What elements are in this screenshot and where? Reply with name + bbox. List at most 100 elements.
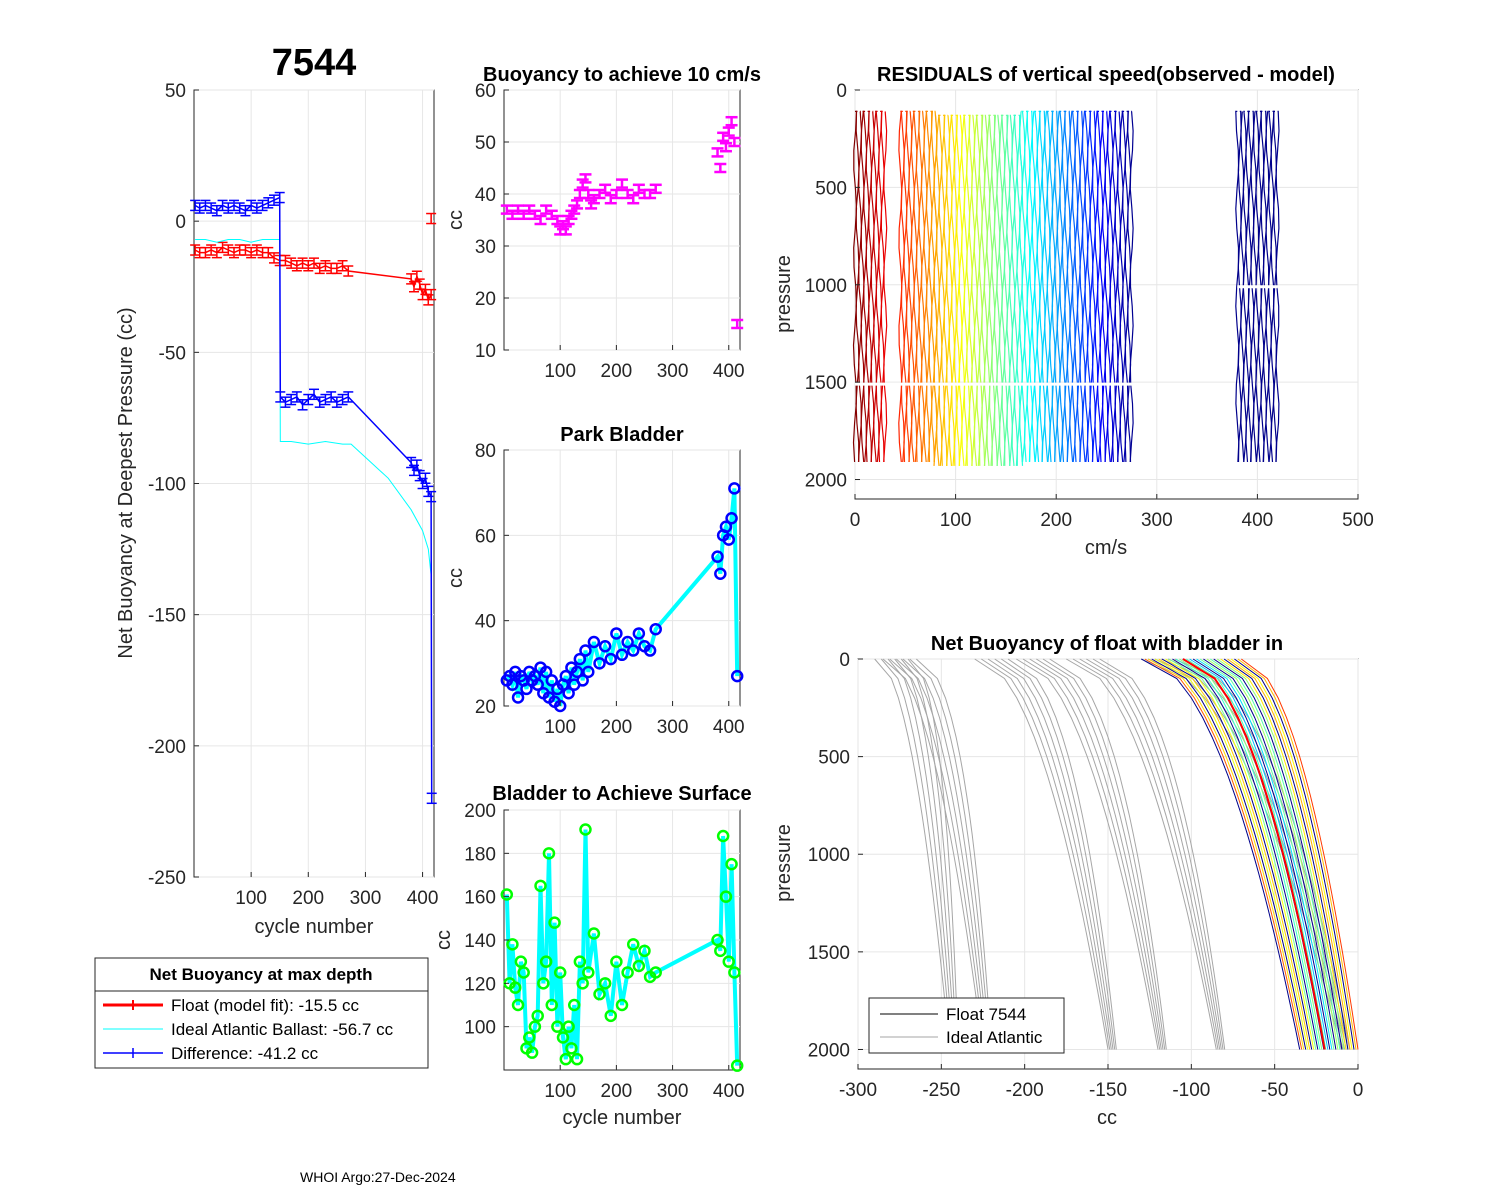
data-marker: [511, 691, 525, 704]
y-tick-label: 180: [464, 844, 496, 865]
x-tick-label: -150: [1089, 1080, 1127, 1101]
data-marker: [508, 981, 522, 994]
y-tick-label: 120: [464, 974, 496, 995]
data-marker: [711, 933, 724, 947]
park-bladder-ticks: 100 200 300 400 80 60 40 20: [475, 441, 745, 738]
data-marker: [643, 644, 657, 657]
y-tick-label: 500: [818, 748, 850, 769]
profile-series: [874, 658, 1359, 1050]
ideal-profile: [900, 658, 957, 1050]
y-tick-label: 10: [475, 341, 496, 362]
buoyancy-10cms-title: Buoyancy to achieve 10 cm/s: [483, 64, 761, 86]
residual-profile: [1129, 110, 1134, 463]
x-tick-label: -300: [839, 1080, 877, 1101]
legend-ideal-label: Ideal Atlantic Ballast: -56.7 cc: [171, 1020, 394, 1039]
ideal-profile: [880, 658, 952, 1050]
data-marker: [626, 938, 640, 951]
data-marker: [719, 890, 733, 903]
profile-legend-box: [868, 997, 1065, 1054]
buoyancy-10cms-ticks: 100 200 300 400 60 50 40 30 20 10: [475, 81, 745, 382]
residual-profile: [1041, 110, 1046, 463]
legend-box: [94, 957, 429, 1069]
data-marker: [542, 847, 556, 860]
x-tick-label: 500: [1342, 510, 1374, 531]
residual-profile: [883, 111, 888, 463]
data-marker: [598, 640, 612, 653]
data-marker: [615, 648, 629, 662]
ideal-profile: [1001, 658, 1116, 1050]
float-profile: [1227, 658, 1351, 1050]
data-marker: [559, 669, 573, 683]
y-tick-label: 1500: [808, 943, 850, 964]
float-profile: [1175, 658, 1321, 1050]
residual-profile: [1051, 110, 1056, 463]
y-tick-label: 2000: [808, 1040, 850, 1061]
ideal-profile: [887, 658, 954, 1050]
data-marker: [725, 857, 738, 871]
ideal-profile: [1042, 658, 1166, 1050]
ideal-profile: [1007, 658, 1117, 1050]
data-marker: [728, 482, 741, 495]
x-tick-label: 0: [850, 510, 861, 531]
y-tick-label: -100: [148, 475, 186, 496]
ideal-profile: [1016, 658, 1159, 1050]
data-marker: [728, 966, 741, 979]
ideal-profile: [894, 658, 956, 1050]
ideal-profile: [1049, 658, 1167, 1050]
data-marker: [573, 955, 587, 968]
data-marker: [604, 1009, 618, 1023]
data-marker: [500, 888, 514, 901]
ideal-profile: [1086, 658, 1222, 1050]
float-profile: [1189, 658, 1329, 1050]
data-marker: [714, 567, 727, 580]
float-profile: [1165, 658, 1315, 1050]
data-marker: [632, 627, 646, 640]
float-profile: [1216, 658, 1345, 1050]
residual-profile: [908, 110, 913, 463]
profile-title: Net Buoyancy of float with bladder in: [931, 633, 1283, 655]
profile-legend: Float 7544 Ideal Atlantic: [868, 997, 1065, 1054]
residual-profile: [946, 114, 951, 466]
legend-entry-difference: Difference: -41.2 cc: [103, 1044, 319, 1063]
ideal-profile: [1036, 658, 1164, 1050]
residual-profile: [1119, 110, 1124, 463]
y-tick-label: 40: [475, 612, 496, 633]
net-buoyancy-ylabel: Net Buoyancy at Deepest Pressure (cc): [115, 307, 137, 658]
residual-profile: [1272, 110, 1278, 463]
x-tick-label: -100: [1172, 1080, 1210, 1101]
x-tick-label: 200: [601, 361, 633, 382]
float-profile: [1147, 658, 1305, 1050]
data-marker: [615, 998, 629, 1012]
park-bladder-title: Park Bladder: [560, 424, 684, 446]
y-tick-label: -250: [148, 868, 186, 889]
data-marker: [537, 977, 550, 990]
float-profile: [1151, 658, 1307, 1050]
data-marker: [610, 955, 623, 968]
y-tick-label: 140: [464, 931, 496, 952]
y-tick-label: 200: [464, 801, 496, 822]
ideal-profile: [987, 658, 1112, 1050]
residuals-title: RESIDUALS of vertical speed(observed - m…: [877, 64, 1335, 86]
data-marker: [716, 829, 730, 843]
residual-profile: [973, 114, 978, 466]
data-marker: [514, 955, 528, 968]
data-marker: [565, 1042, 578, 1055]
data-marker: [610, 627, 623, 640]
residual-profile: [870, 110, 875, 463]
residual-profile: [1091, 110, 1097, 463]
y-tick-label: 80: [475, 441, 496, 462]
residual-profile: [1262, 110, 1268, 463]
residual-profile: [1079, 110, 1084, 463]
x-tick-label: 100: [544, 361, 576, 382]
float-profile: [1237, 658, 1357, 1050]
residual-profile: [1247, 110, 1252, 463]
residual-profile: [1001, 114, 1006, 466]
residual-profile: [857, 110, 863, 463]
y-tick-label: 50: [165, 81, 186, 102]
y-tick-label: 30: [475, 237, 496, 258]
bladder-surface-grid: [504, 809, 740, 1070]
ideal-profile: [974, 658, 1109, 1050]
legend-entry-float: Float (model fit): -15.5 cc: [103, 996, 360, 1015]
